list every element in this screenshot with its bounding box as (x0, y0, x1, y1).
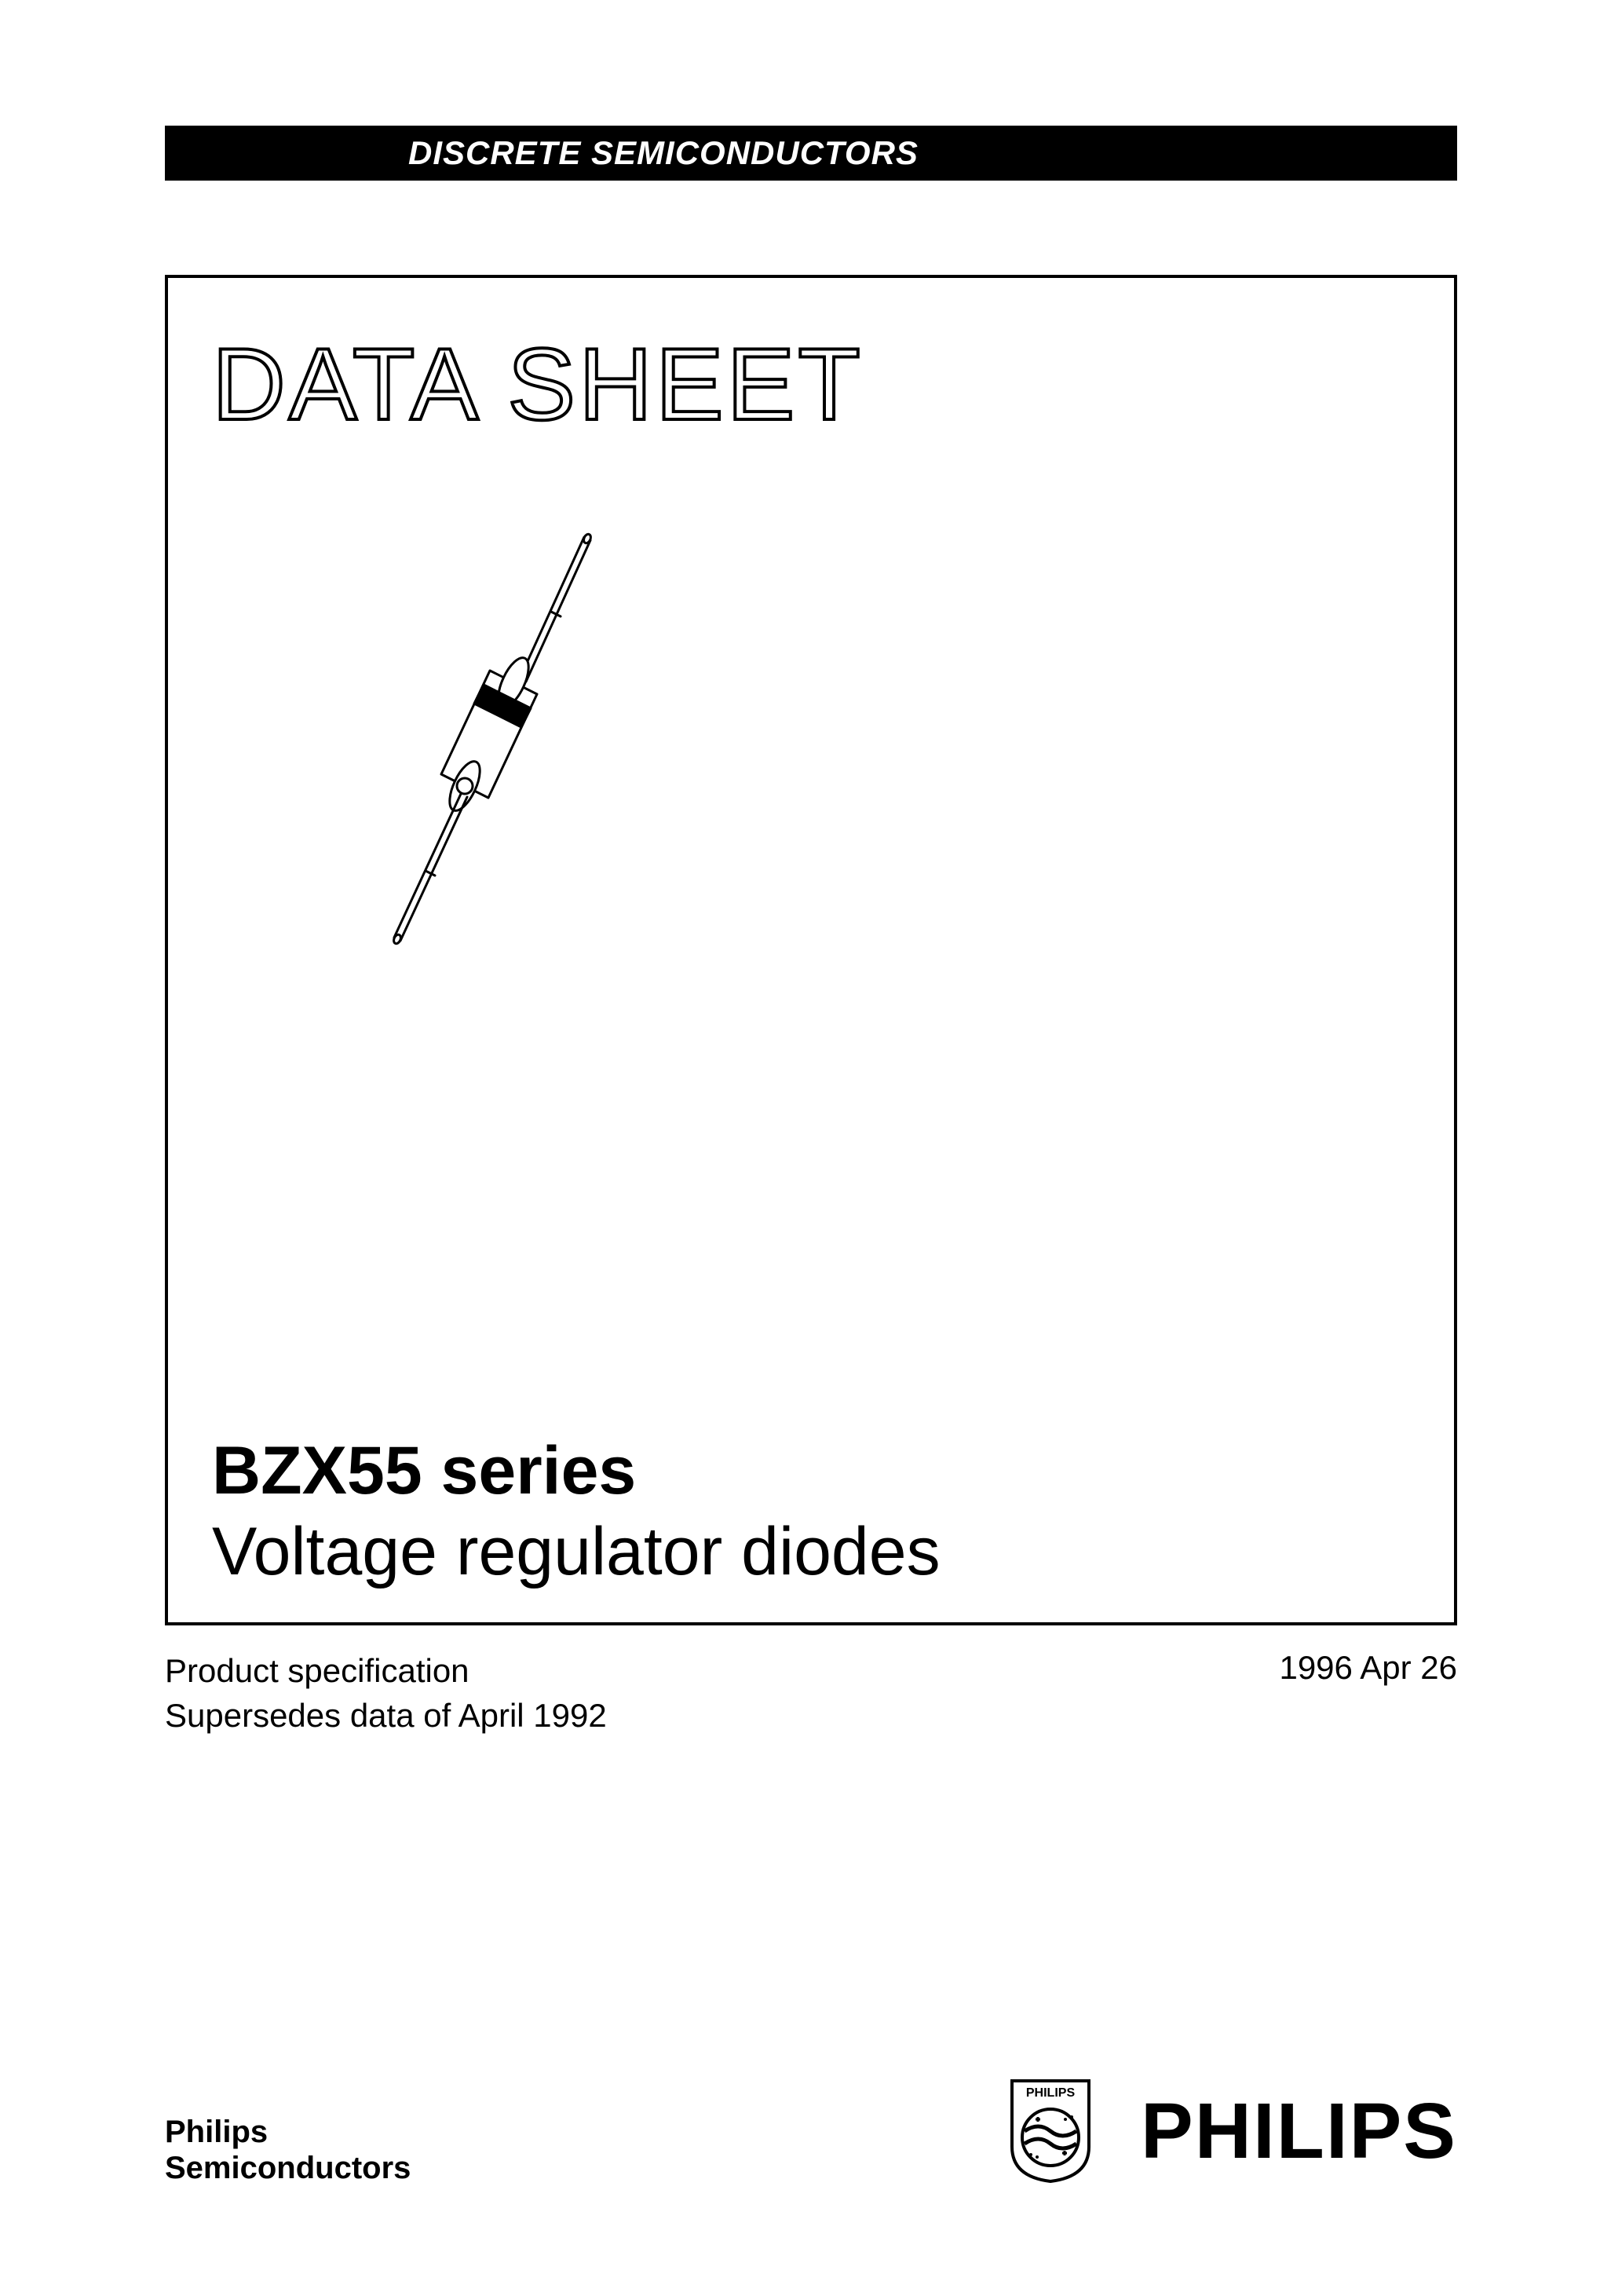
page: DISCRETE SEMICONDUCTORS DATA SHEET (0, 0, 1622, 2296)
supersedes-label: Supersedes data of April 1992 (165, 1694, 607, 1738)
metadata-left: Product specification Supersedes data of… (165, 1649, 607, 1738)
footer: Philips Semiconductors PHILIPS (165, 2076, 1457, 2186)
series-subtitle: Voltage regulator diodes (212, 1513, 941, 1591)
svg-text:PHILIPS: PHILIPS (1026, 2086, 1076, 2100)
diode-illustration (325, 521, 718, 1008)
metadata-date: 1996 Apr 26 (1279, 1649, 1457, 1738)
philips-shield-icon: PHILIPS (1007, 2076, 1094, 2186)
footer-company-line1: Philips (165, 2114, 411, 2150)
header-category-text: DISCRETE SEMICONDUCTORS (408, 134, 919, 172)
footer-company-line2: Semiconductors (165, 2150, 411, 2186)
title-block: BZX55 series Voltage regulator diodes (212, 1432, 941, 1591)
main-content-box: DATA SHEET (165, 275, 1457, 1625)
footer-brand-block: PHILIPS PHILIPS (1007, 2076, 1457, 2186)
doc-type-title: DATA SHEET (212, 325, 1410, 443)
footer-company: Philips Semiconductors (165, 2114, 411, 2186)
spec-label: Product specification (165, 1649, 607, 1694)
header-category-bar: DISCRETE SEMICONDUCTORS (165, 126, 1457, 181)
series-title: BZX55 series (212, 1432, 941, 1510)
philips-wordmark: PHILIPS (1141, 2086, 1457, 2177)
metadata-row: Product specification Supersedes data of… (165, 1649, 1457, 1738)
